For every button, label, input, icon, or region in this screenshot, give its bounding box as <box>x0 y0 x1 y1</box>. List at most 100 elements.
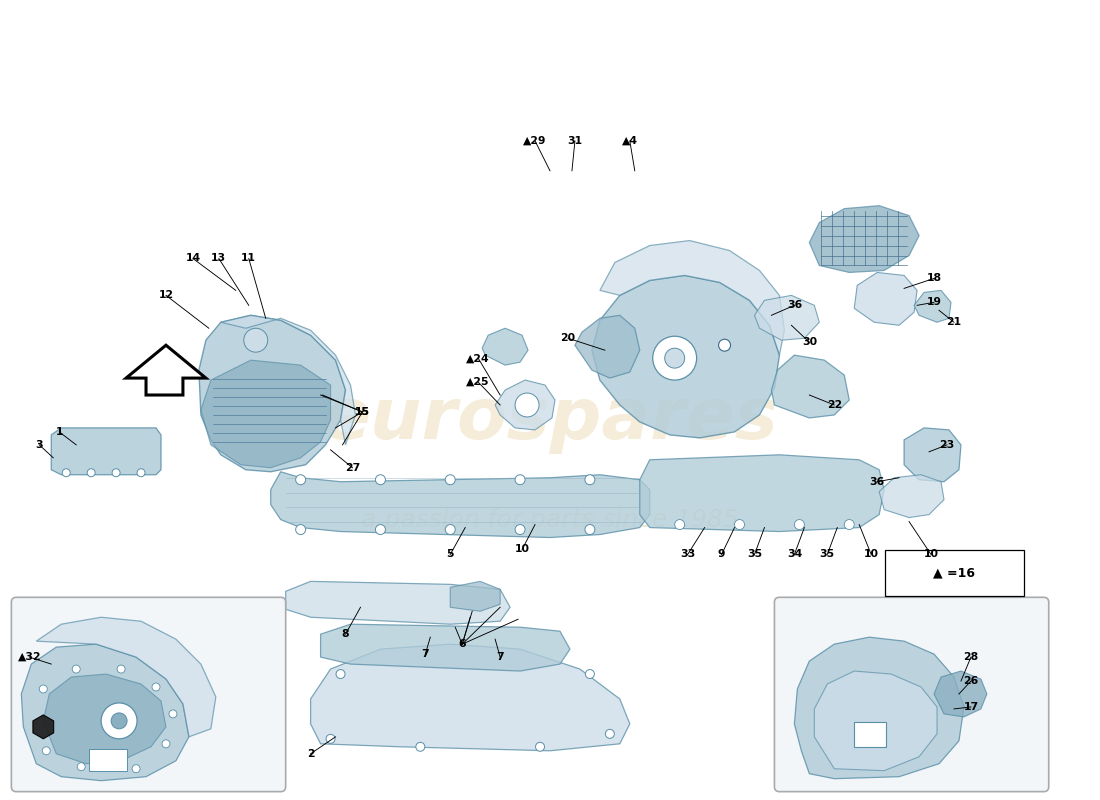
Text: eurospares: eurospares <box>321 386 779 454</box>
Text: 15: 15 <box>355 407 370 417</box>
Text: 8: 8 <box>342 629 350 639</box>
Text: 10: 10 <box>515 545 529 554</box>
Text: a passion for parts since 1985: a passion for parts since 1985 <box>361 507 739 531</box>
Text: 11: 11 <box>241 254 256 263</box>
Text: 27: 27 <box>345 462 360 473</box>
Polygon shape <box>755 295 820 340</box>
Circle shape <box>101 703 138 739</box>
Circle shape <box>111 713 128 729</box>
Circle shape <box>296 474 306 485</box>
FancyBboxPatch shape <box>855 722 887 746</box>
Circle shape <box>664 348 684 368</box>
Circle shape <box>794 519 804 530</box>
Text: 21: 21 <box>946 318 961 327</box>
Circle shape <box>77 762 85 770</box>
Circle shape <box>446 525 455 534</box>
Text: 13: 13 <box>211 254 227 263</box>
Circle shape <box>536 742 544 751</box>
Circle shape <box>87 469 96 477</box>
Text: 30: 30 <box>802 338 817 347</box>
Text: 14: 14 <box>185 254 200 263</box>
Circle shape <box>336 670 345 678</box>
Text: 35: 35 <box>747 550 762 559</box>
Polygon shape <box>592 275 780 438</box>
Text: 7: 7 <box>496 652 504 662</box>
Polygon shape <box>814 671 937 770</box>
Text: 15: 15 <box>355 407 370 417</box>
Circle shape <box>515 474 525 485</box>
Text: 34: 34 <box>786 550 802 559</box>
Polygon shape <box>855 273 917 326</box>
Text: 36: 36 <box>869 477 884 486</box>
Polygon shape <box>575 315 640 378</box>
Polygon shape <box>771 355 849 418</box>
Circle shape <box>42 746 51 754</box>
Text: ▲25: ▲25 <box>466 377 490 387</box>
Polygon shape <box>271 472 650 538</box>
Polygon shape <box>126 345 206 395</box>
Circle shape <box>169 710 177 718</box>
Text: 36: 36 <box>786 300 802 310</box>
Text: 7: 7 <box>421 649 429 659</box>
Polygon shape <box>482 328 528 365</box>
Circle shape <box>585 474 595 485</box>
Text: 1: 1 <box>55 427 63 437</box>
Circle shape <box>735 519 745 530</box>
Text: 17: 17 <box>964 702 979 712</box>
FancyBboxPatch shape <box>89 749 128 770</box>
Circle shape <box>515 525 525 534</box>
Circle shape <box>416 742 425 751</box>
Circle shape <box>674 519 684 530</box>
Polygon shape <box>320 624 570 671</box>
Text: 6: 6 <box>459 639 466 649</box>
Polygon shape <box>52 428 161 474</box>
Text: 22: 22 <box>827 400 842 410</box>
Text: ▲ =16: ▲ =16 <box>933 567 975 580</box>
Text: 31: 31 <box>568 136 583 146</box>
Polygon shape <box>36 618 216 737</box>
FancyBboxPatch shape <box>774 598 1048 792</box>
Text: 12: 12 <box>158 290 174 300</box>
Text: 23: 23 <box>939 440 955 450</box>
Polygon shape <box>33 715 54 739</box>
Text: 3: 3 <box>35 440 43 450</box>
Text: ▲24: ▲24 <box>466 353 490 363</box>
Text: 18: 18 <box>926 274 942 283</box>
Circle shape <box>652 336 696 380</box>
FancyBboxPatch shape <box>886 550 1024 596</box>
Circle shape <box>718 339 730 351</box>
Text: 28: 28 <box>964 652 979 662</box>
Circle shape <box>73 665 80 673</box>
Text: 20: 20 <box>560 334 575 343</box>
Text: 26: 26 <box>964 676 979 686</box>
Text: 10: 10 <box>864 550 879 559</box>
Text: 5: 5 <box>447 550 454 559</box>
Circle shape <box>375 525 385 534</box>
Polygon shape <box>934 671 987 717</box>
Circle shape <box>845 519 855 530</box>
Circle shape <box>585 525 595 534</box>
Polygon shape <box>879 474 944 518</box>
Circle shape <box>162 740 170 748</box>
Circle shape <box>138 469 145 477</box>
Circle shape <box>132 765 140 773</box>
Polygon shape <box>286 582 510 624</box>
Polygon shape <box>904 428 961 482</box>
Text: 2: 2 <box>307 749 315 758</box>
Polygon shape <box>201 360 331 468</box>
Polygon shape <box>21 644 189 781</box>
Text: 9: 9 <box>718 550 725 559</box>
FancyBboxPatch shape <box>11 598 286 792</box>
Polygon shape <box>310 644 630 750</box>
Circle shape <box>296 525 306 534</box>
Circle shape <box>117 665 125 673</box>
Circle shape <box>515 393 539 417</box>
Text: ▲4: ▲4 <box>621 136 638 146</box>
Text: ▲29: ▲29 <box>524 136 547 146</box>
Circle shape <box>605 730 614 738</box>
Circle shape <box>244 328 267 352</box>
Circle shape <box>112 469 120 477</box>
Polygon shape <box>450 582 500 611</box>
Polygon shape <box>914 290 952 322</box>
Text: 19: 19 <box>926 298 942 307</box>
